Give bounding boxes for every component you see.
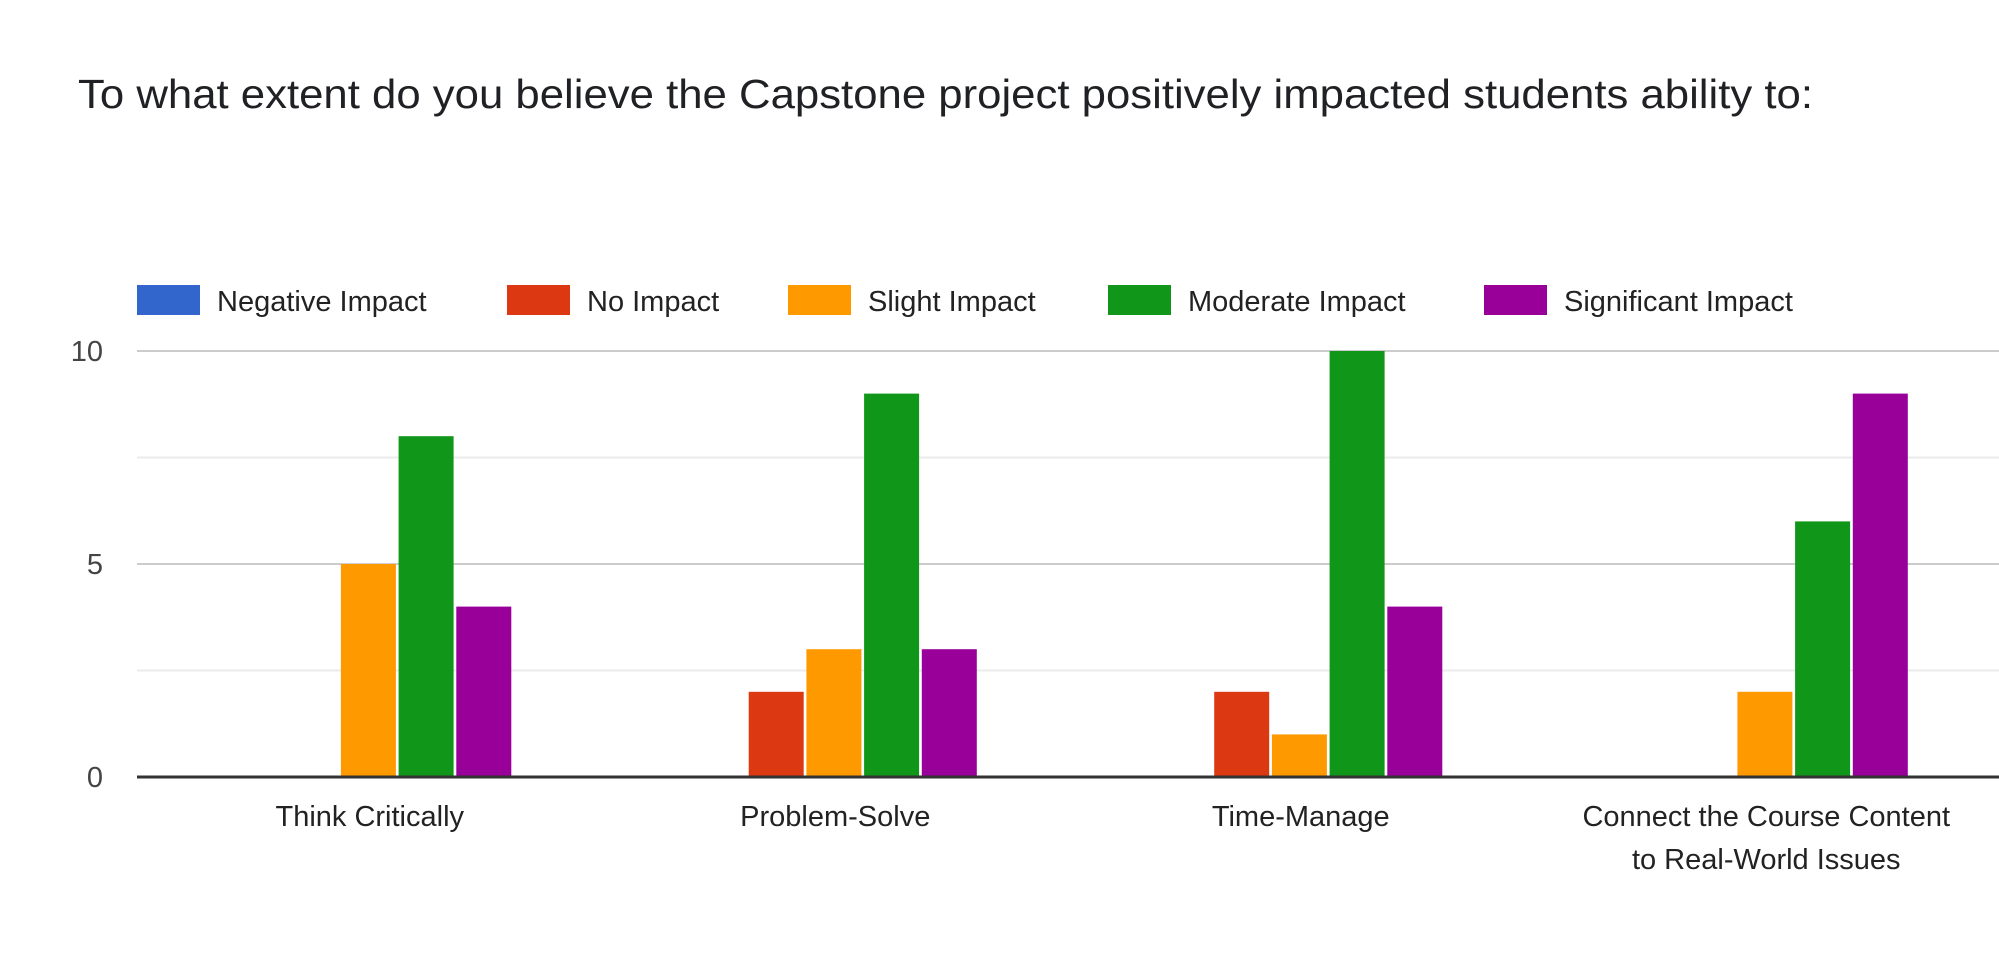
legend-swatch xyxy=(137,285,200,315)
bar[interactable] xyxy=(1387,606,1443,777)
legend-label: Negative Impact xyxy=(217,286,427,318)
y-tick-label: 5 xyxy=(87,549,103,581)
bar[interactable] xyxy=(1795,521,1851,777)
bars xyxy=(137,351,1999,779)
y-axis-ticks: 0 5 10 xyxy=(71,336,103,794)
bar[interactable] xyxy=(456,606,512,777)
chart-title: To what extent do you believe the Capsto… xyxy=(78,71,1813,117)
legend-label: Slight Impact xyxy=(868,286,1036,318)
legend-label: No Impact xyxy=(587,286,719,318)
bar[interactable] xyxy=(340,564,396,777)
bar[interactable] xyxy=(398,436,454,777)
x-tick-label: Time-Manage xyxy=(1212,801,1390,833)
legend-item[interactable]: No Impact xyxy=(507,285,719,318)
legend-swatch xyxy=(1484,285,1547,315)
x-tick-label: Problem-Solve xyxy=(740,801,930,833)
legend: Negative Impact No Impact Slight Impact Mod… xyxy=(137,285,1793,318)
legend-swatch xyxy=(788,285,851,315)
x-tick-label: to Real-World Issues xyxy=(1632,844,1901,876)
legend-swatch xyxy=(1108,285,1171,315)
x-tick-label: Connect the Course Content xyxy=(1582,801,1950,833)
legend-item[interactable]: Moderate Impact xyxy=(1108,285,1406,318)
bar[interactable] xyxy=(1329,351,1385,777)
legend-item[interactable]: Significant Impact xyxy=(1484,285,1793,318)
legend-label: Significant Impact xyxy=(1564,286,1793,318)
x-axis-labels: Think Critically Problem-Solve Time-Manage… xyxy=(275,801,1950,876)
bar[interactable] xyxy=(1271,734,1327,777)
bar[interactable] xyxy=(1852,393,1908,777)
x-tick-label: Think Critically xyxy=(275,801,464,833)
bar[interactable] xyxy=(748,691,804,777)
bar[interactable] xyxy=(921,649,977,777)
legend-swatch xyxy=(507,285,570,315)
legend-item[interactable]: Slight Impact xyxy=(788,285,1036,318)
y-tick-label: 0 xyxy=(87,762,103,794)
bar[interactable] xyxy=(864,393,920,777)
y-tick-label: 10 xyxy=(71,336,103,368)
bar[interactable] xyxy=(1214,691,1270,777)
legend-label: Moderate Impact xyxy=(1188,286,1406,318)
bar[interactable] xyxy=(1737,691,1793,777)
legend-item[interactable]: Negative Impact xyxy=(137,285,427,318)
bar[interactable] xyxy=(806,649,862,777)
